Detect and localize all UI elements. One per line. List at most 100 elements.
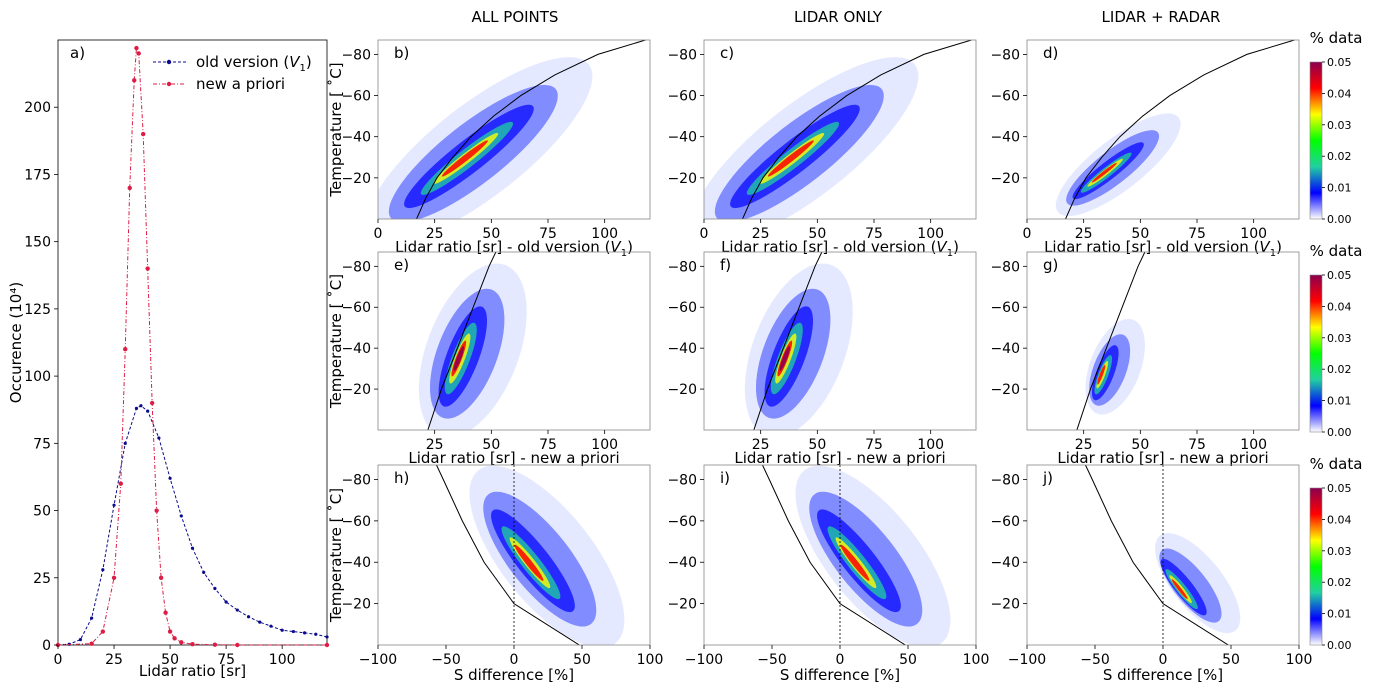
reference-curve <box>427 252 497 430</box>
y-tick-label: −20 <box>667 382 697 398</box>
panel-label: h) <box>394 469 409 487</box>
panel-f: 25 50 75 100 −20 −40 −60 −80 f) Lidar ratio [sr] … <box>667 251 977 467</box>
column-title-lidar-radar: LIDAR + RADAR <box>1102 8 1221 26</box>
density-blob <box>1171 579 1188 600</box>
reference-curve <box>1085 465 1229 645</box>
y-tick-label: −80 <box>990 259 1020 275</box>
density-blob <box>1097 364 1106 385</box>
colorbar-tick-label: 0.02 <box>1327 576 1352 589</box>
x-tick-label: −100 <box>1008 652 1046 668</box>
data-point <box>172 636 177 641</box>
x-tick-label: 25 <box>752 437 770 453</box>
x-axis-label: Lidar ratio [sr] - old version (V1) <box>1044 238 1282 259</box>
y-tick-label: −40 <box>341 130 371 146</box>
reference-curve <box>1076 252 1146 430</box>
x-tick-label: −50 <box>431 652 461 668</box>
y-tick-label: −80 <box>990 47 1020 63</box>
y-tick-label: 0 <box>42 638 51 654</box>
density-blob <box>514 544 544 581</box>
data-point <box>246 615 251 619</box>
colorbar-tick-label: 0.02 <box>1327 150 1352 163</box>
y-tick-label: −80 <box>341 259 371 275</box>
x-axis-label: Lidar ratio [sr] <box>139 662 246 680</box>
panel-b: 0 25 50 75 100 −20 −40 −60 −80 b) Lidar ratio [sr]… <box>327 39 651 259</box>
y-tick-label: −40 <box>667 341 697 357</box>
x-tick-label: 100 <box>1240 437 1267 453</box>
panel-label: b) <box>394 44 409 62</box>
colorbar-tick-label: 0.01 <box>1327 182 1352 195</box>
x-tick-label: 100 <box>637 652 664 668</box>
colorbar-tick-label: 0.04 <box>1327 300 1352 313</box>
data-point <box>213 586 217 591</box>
data-point <box>132 78 137 83</box>
y-axis-label: Temperature [ ˚C] <box>327 62 345 197</box>
panel-j: −100 −50 0 50 100 −20 −40 −60 −80 j) S difference … <box>990 464 1313 682</box>
x-tick-label: 0 <box>54 652 63 668</box>
reference-curve <box>762 465 906 645</box>
y-tick-label: −40 <box>667 130 697 146</box>
panel-g: 25 50 75 100 −20 −40 −60 −80 g) Lidar ratio [sr] … <box>990 251 1300 467</box>
data-point <box>314 632 318 636</box>
y-tick-label: 25 <box>33 571 51 587</box>
y-tick-label: −40 <box>990 341 1020 357</box>
x-tick-label: −50 <box>757 652 787 668</box>
colorbar-tick-label: 0.01 <box>1327 395 1352 408</box>
panel-label: c) <box>720 44 734 62</box>
y-axis-label: Temperature [ ˚C] <box>327 274 345 409</box>
x-axis-label: Lidar ratio [sr] - new a priori <box>1057 449 1268 467</box>
x-tick-label: 0 <box>1023 226 1032 242</box>
panel-label: e) <box>394 256 409 274</box>
density-field <box>418 252 527 430</box>
data-point <box>302 631 307 635</box>
data-point <box>163 610 168 615</box>
data-point <box>167 629 173 634</box>
y-tick-label: −80 <box>341 47 371 63</box>
data-point <box>212 642 218 647</box>
colorbar: % data 0.00 0.01 0.02 0.03 0.04 0.05 <box>1310 29 1363 226</box>
y-tick-label: 200 <box>24 100 51 116</box>
y-tick-label: −60 <box>990 300 1020 316</box>
y-tick-label: −40 <box>990 555 1020 571</box>
x-axis-label: Lidar ratio [sr] - new a priori <box>734 449 945 467</box>
y-axis-label: Temperature [ ˚C] <box>327 488 345 623</box>
data-point <box>190 641 195 647</box>
x-tick-label: 25 <box>1075 437 1093 453</box>
x-tick-label: 50 <box>808 226 826 242</box>
x-tick-label: −100 <box>359 652 397 668</box>
y-tick-label: 150 <box>24 235 51 251</box>
colorbar-tick-label: 0.05 <box>1327 482 1352 495</box>
y-tick-label: 75 <box>33 436 51 452</box>
x-tick-label: 100 <box>1286 652 1313 668</box>
density-blob <box>840 544 870 581</box>
y-tick-label: −60 <box>341 300 371 316</box>
density-blob <box>779 345 790 371</box>
density-field <box>1055 40 1295 219</box>
y-tick-label: −20 <box>341 597 371 613</box>
y-tick-label: 100 <box>24 369 51 385</box>
colorbar-gradient <box>1309 274 1323 433</box>
panel-label: i) <box>720 469 730 487</box>
column-titles: ALL POINTS LIDAR ONLY LIDAR + RADAR <box>472 8 1221 26</box>
panel-frame <box>377 251 651 431</box>
data-point <box>158 575 164 580</box>
colorbar-tick-label: 0.04 <box>1327 87 1352 100</box>
x-tick-label: 100 <box>917 437 944 453</box>
colorbar-tick-label: 0.02 <box>1327 363 1352 376</box>
data-point <box>157 436 161 440</box>
series-line-new-apriori <box>57 47 327 646</box>
panel-label: a) <box>70 44 85 62</box>
panel-frame <box>703 251 977 431</box>
y-tick-label: −60 <box>667 300 697 316</box>
panel-frame <box>1026 251 1300 431</box>
panel-e: 25 50 75 100 −20 −40 −60 −80 e) Lidar ratio [sr] … <box>327 251 651 467</box>
data-point <box>134 406 139 410</box>
colorbar-tick-label: 0.03 <box>1327 545 1352 558</box>
x-tick-label: 25 <box>752 226 770 242</box>
data-point <box>224 600 228 604</box>
data-point <box>179 640 184 645</box>
density-field <box>744 252 853 430</box>
x-tick-label: 50 <box>1131 226 1149 242</box>
x-tick-label: 75 <box>217 652 235 668</box>
x-tick-label: 0 <box>700 226 709 242</box>
